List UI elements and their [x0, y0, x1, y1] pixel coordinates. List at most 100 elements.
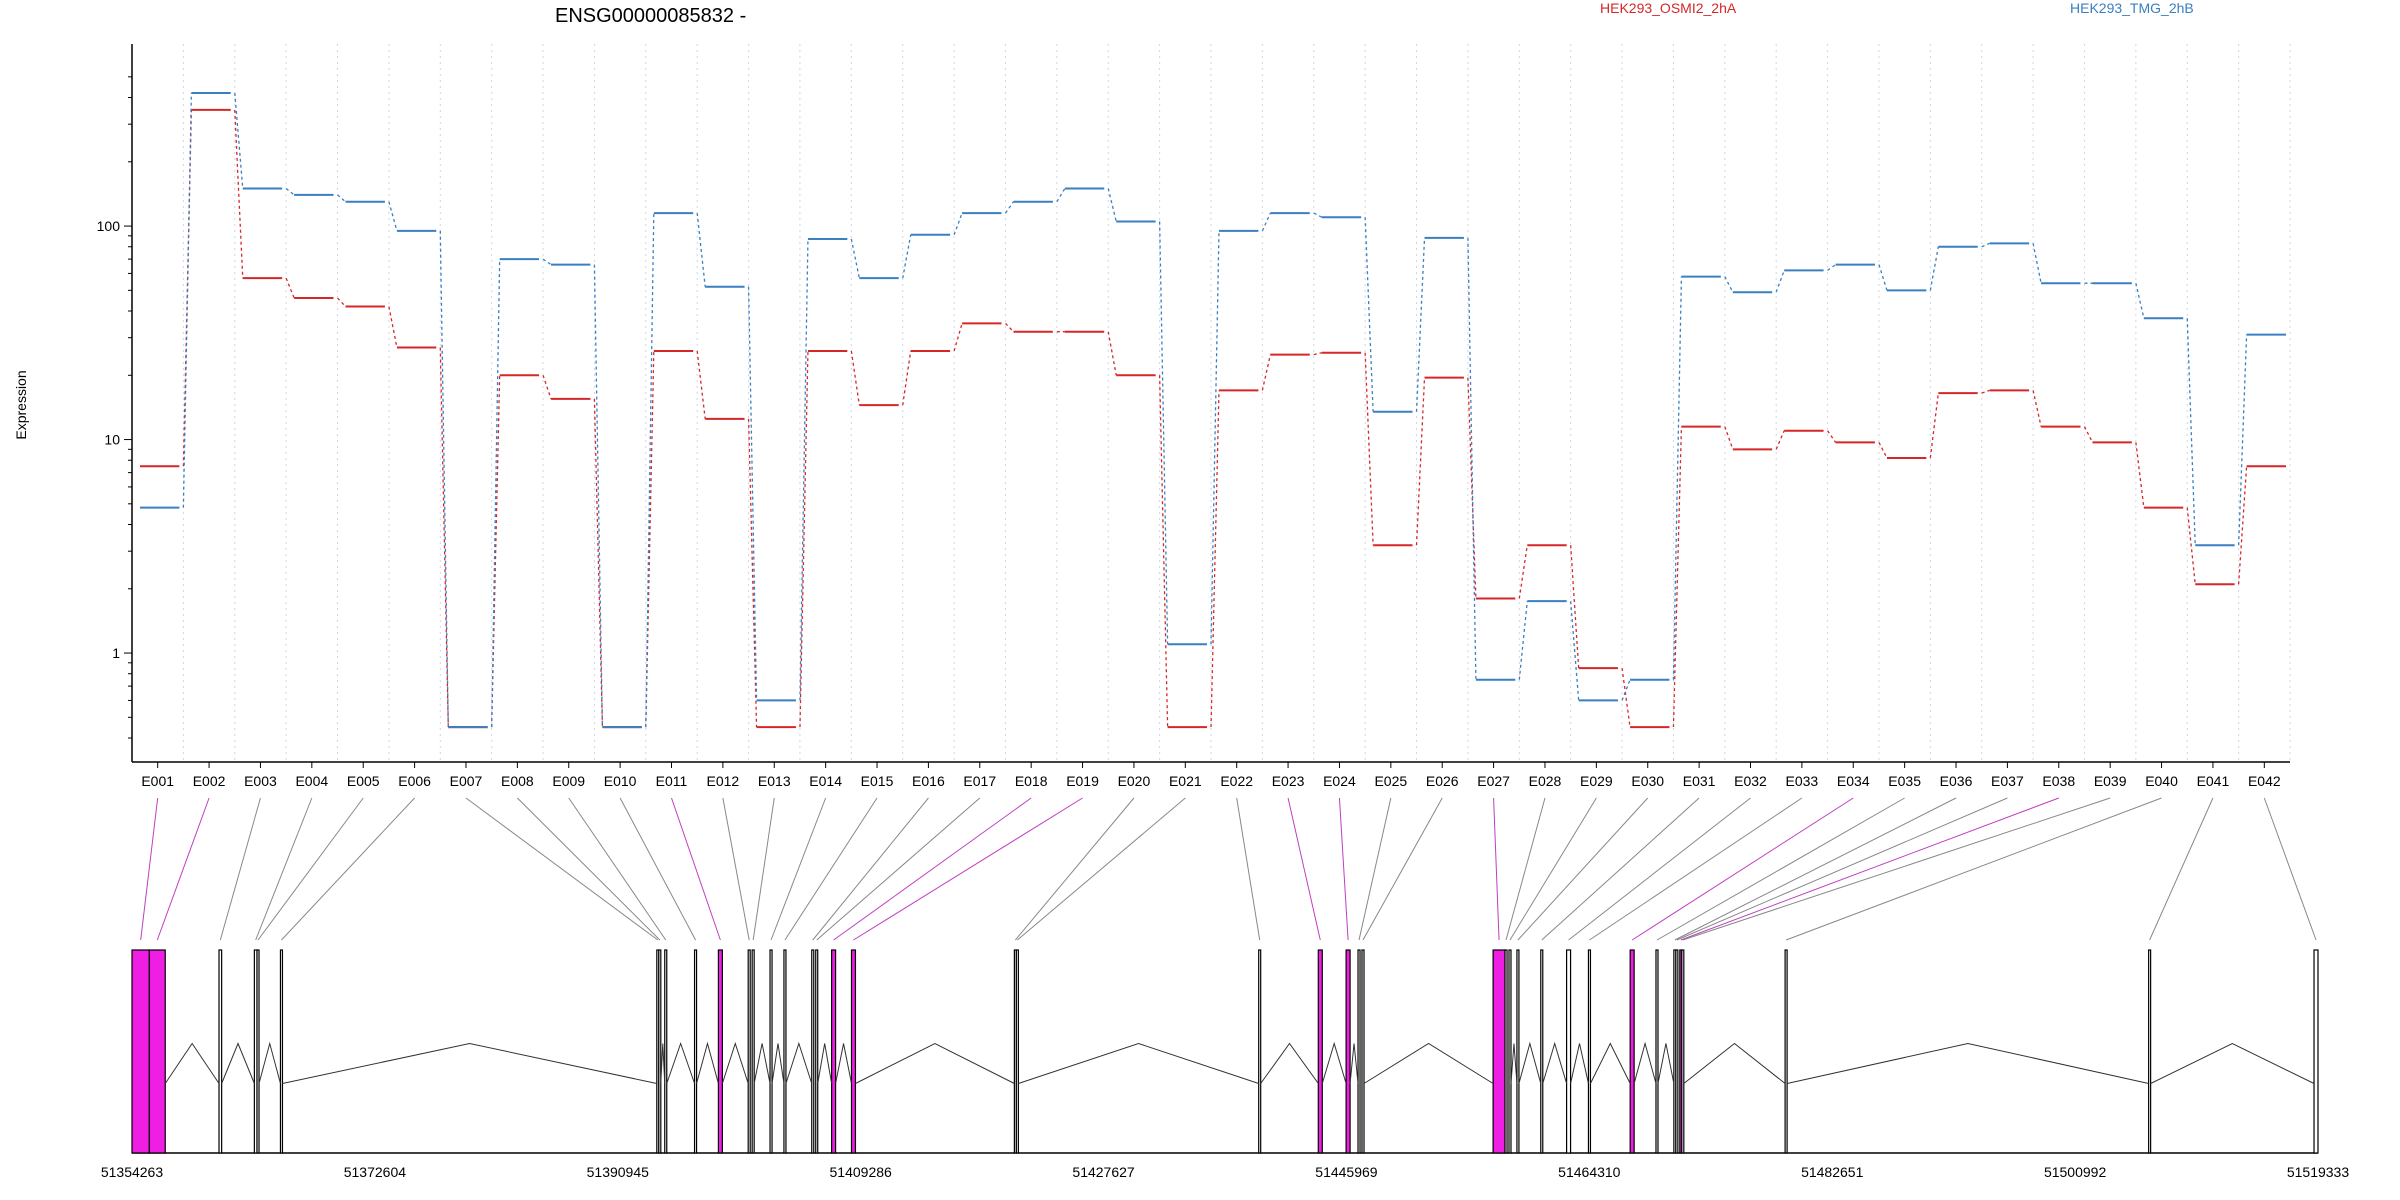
exon-box	[2148, 949, 2152, 1154]
series-connector	[234, 109, 244, 279]
exon-links	[140, 797, 2317, 941]
x-tick-label: E028	[1529, 773, 1562, 789]
x-tick-label: E039	[2094, 773, 2127, 789]
series-connector	[953, 212, 963, 236]
exon-link	[1505, 797, 1546, 941]
series-connector	[1158, 221, 1169, 645]
y-tick-label: 100	[97, 218, 121, 234]
exon-box	[693, 949, 698, 1154]
exon-box	[2313, 949, 2319, 1154]
exon-link	[770, 797, 827, 941]
series-connector	[1672, 276, 1683, 680]
exon-link	[156, 797, 210, 941]
exon-box	[831, 949, 837, 1154]
series-1	[140, 108, 2286, 729]
exon-box	[1675, 949, 1679, 1154]
exon-box	[1565, 949, 1572, 1154]
intron-line	[282, 1042, 657, 1084]
exon-box	[1516, 949, 1520, 1154]
x-tick-label: E029	[1580, 773, 1613, 789]
x-tick-label: E027	[1477, 773, 1510, 789]
series-connector	[1981, 242, 1990, 248]
intron-line	[221, 1042, 255, 1084]
exon-box	[218, 949, 223, 1154]
exon-link	[1014, 797, 1135, 941]
x-tick-label: E034	[1837, 773, 1870, 789]
exon-link	[465, 797, 659, 941]
series-connector	[747, 286, 758, 701]
x-tick-label: E018	[1015, 773, 1048, 789]
series-connector	[1981, 389, 1990, 394]
exon-box	[815, 949, 819, 1154]
x-tick-label: E023	[1272, 773, 1305, 789]
exon-box	[1504, 949, 1508, 1154]
series-connector	[850, 238, 860, 279]
coordinate-tick-label: 51427627	[1072, 1164, 1135, 1180]
x-tick-label: E032	[1734, 773, 1767, 789]
x-tick-label: E041	[2197, 773, 2230, 789]
exon-box	[1357, 949, 1361, 1154]
x-tick-label: E007	[450, 773, 483, 789]
series-connector	[1775, 430, 1785, 450]
x-tick-label: E035	[1888, 773, 1921, 789]
exon-link	[812, 797, 929, 941]
intron-line	[771, 1043, 785, 1084]
series-connector	[1672, 426, 1683, 728]
x-tick-label: E024	[1323, 773, 1356, 789]
series-connector	[2237, 466, 2248, 585]
exon-box	[1345, 949, 1351, 1154]
exon-link	[219, 797, 261, 941]
exon-link	[1785, 797, 2162, 941]
exon-box	[1508, 949, 1512, 1154]
series-connector	[1364, 352, 1374, 546]
series-connector	[1827, 430, 1837, 443]
series-connector	[850, 350, 860, 406]
intron-line	[855, 1042, 1015, 1084]
exon-link	[853, 797, 1083, 941]
series-connector	[1570, 545, 1580, 669]
exon-link	[1362, 797, 1443, 941]
x-tick-label: E004	[295, 773, 328, 789]
coordinate-tick-label: 51482651	[1801, 1164, 1864, 1180]
exon-link	[257, 797, 364, 941]
x-tick-label: E022	[1220, 773, 1253, 789]
series-connector	[1415, 237, 1426, 412]
intron-line	[1518, 1041, 1542, 1084]
series-connector	[2083, 426, 2094, 443]
exon-box	[1492, 949, 1506, 1154]
intron-line	[258, 1041, 281, 1084]
exon-box	[1258, 949, 1262, 1154]
exon-link	[1631, 797, 1854, 941]
exon-link	[1338, 797, 1349, 941]
intron-line	[164, 1042, 220, 1084]
series-connector	[1004, 201, 1015, 214]
exon-link	[833, 797, 1032, 941]
series-connector	[1621, 668, 1631, 728]
x-tick-label: E014	[809, 773, 842, 789]
exon-box	[131, 949, 150, 1154]
x-tick-label: E008	[501, 773, 534, 789]
series-connector	[2237, 334, 2248, 546]
series-connector	[388, 201, 398, 231]
exon-link	[2263, 797, 2317, 941]
x-tick-label: E037	[1991, 773, 2024, 789]
series-connector	[645, 213, 655, 728]
x-tick-label: E003	[244, 773, 277, 789]
series-connector	[1210, 230, 1220, 645]
exon-link	[2149, 797, 2214, 941]
gridlines	[131, 44, 2291, 762]
x-tick-label: E001	[141, 773, 174, 789]
exon-box	[1629, 949, 1635, 1154]
x-tick-label: E015	[861, 773, 894, 789]
series-connector	[1210, 390, 1220, 728]
coordinate-tick-label: 51445969	[1315, 1164, 1378, 1180]
series-connector	[285, 187, 295, 196]
exon-box	[1317, 949, 1323, 1154]
series-connector	[1261, 212, 1271, 232]
intron-line	[1590, 1042, 1631, 1084]
series-connector	[953, 323, 963, 352]
series-connector	[337, 297, 346, 307]
exon-box	[850, 949, 857, 1154]
exon-box	[658, 949, 662, 1154]
